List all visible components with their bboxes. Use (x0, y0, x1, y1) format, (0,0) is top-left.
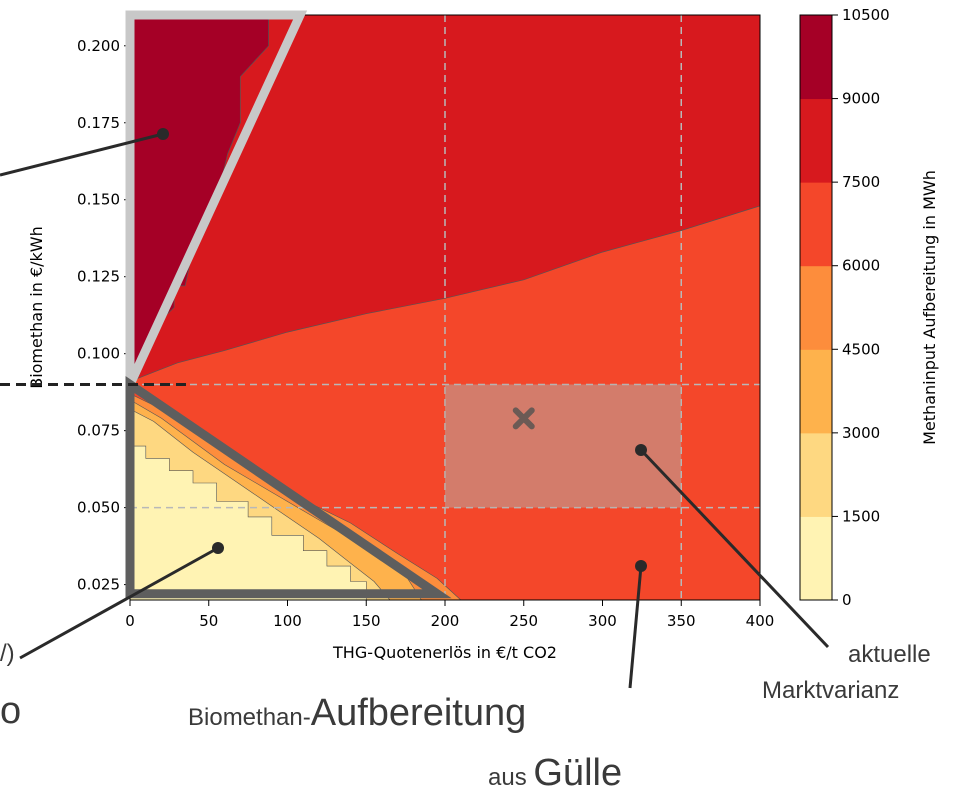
x-axis-label: THG-Quotenerlös in €/t CO2 (332, 643, 557, 662)
x-tick-label-4: 200 (431, 612, 460, 630)
colorbar-tick-label-7: 10500 (842, 6, 890, 24)
x-tick-label-8: 400 (746, 612, 775, 630)
colorbar-segment-6 (800, 15, 832, 100)
upper-region-outline (125, 10, 308, 387)
y-tick-label-0: 0.025 (77, 576, 120, 594)
contour-level-0-1500 (129, 445, 367, 601)
colorbar-segment-0 (800, 516, 832, 601)
colorbar-tick-label-1: 1500 (842, 507, 880, 525)
lower-region-leader-dot (212, 542, 224, 554)
colorbar-label: Methaninput Aufbereitung in MWh (920, 170, 939, 445)
colorbar-segment-5 (800, 98, 832, 183)
market-variance-leader-dot (635, 444, 647, 456)
x-tick-label-1: 50 (199, 612, 218, 630)
y-tick-label-3: 0.100 (77, 345, 120, 363)
market-variance-leader-line (639, 448, 830, 649)
colorbar-segment-3 (800, 265, 832, 350)
x-tick-label-0: 0 (125, 612, 135, 630)
x-tick-label-6: 300 (588, 612, 617, 630)
aus-prefix: aus (488, 764, 534, 791)
colorbar-tick-label-3: 4500 (842, 340, 880, 358)
colorbar-frame (799, 14, 833, 601)
y-tick-label-2: 0.075 (77, 422, 120, 440)
y-tick-label-4: 0.125 (77, 268, 120, 286)
x-tick-label-2: 100 (273, 612, 302, 630)
colorbar-tick-label-6: 9000 (842, 90, 880, 108)
market-variance-region (445, 384, 682, 508)
upper-region-leader-line (0, 132, 164, 177)
y-tick-label-1: 0.050 (77, 499, 120, 517)
y-axis-label: Biomethan in €/kWh (27, 226, 46, 389)
colorbar-tick-label-4: 6000 (842, 257, 880, 275)
colorbar-segment-4 (800, 182, 832, 267)
colorbar-segment-2 (800, 349, 832, 434)
market-variance-label-line1: aktuelle (848, 641, 931, 668)
colorbar-tick-label-5: 7500 (842, 173, 880, 191)
x-tick-label-5: 250 (509, 612, 538, 630)
cut-off-label-fragment-2: o (0, 690, 22, 732)
biomethan-prefix: Biomethan- (188, 704, 311, 731)
cut-off-label-fragment-1: /) (0, 640, 15, 667)
aus-word: Gülle (533, 752, 623, 794)
current-point-marker (512, 407, 535, 430)
x-tick-label-3: 150 (352, 612, 381, 630)
biomethan-leader-line (628, 565, 643, 689)
colorbar-tick-label-0: 0 (842, 591, 852, 609)
biomethan-word: Aufbereitung (310, 692, 527, 734)
y-tick-label-7: 0.200 (77, 37, 120, 55)
colorbar-segment-1 (800, 432, 832, 517)
lower-region-outline (125, 375, 452, 599)
biomethan-leader-dot (635, 560, 647, 572)
market-variance-label-line2: Marktvarianz (762, 677, 900, 704)
colorbar-tick-label-2: 3000 (842, 424, 880, 442)
x-tick-label-7: 350 (667, 612, 696, 630)
upper-region-leader-dot (157, 128, 169, 140)
y-tick-label-6: 0.175 (77, 114, 120, 132)
from-manure-label: aus Gülle (488, 752, 622, 795)
y-tick-label-5: 0.150 (77, 191, 120, 209)
lower-region-leader-line (19, 546, 219, 660)
biomethan-upgrading-label: Biomethan-Aufbereitung (188, 692, 526, 735)
